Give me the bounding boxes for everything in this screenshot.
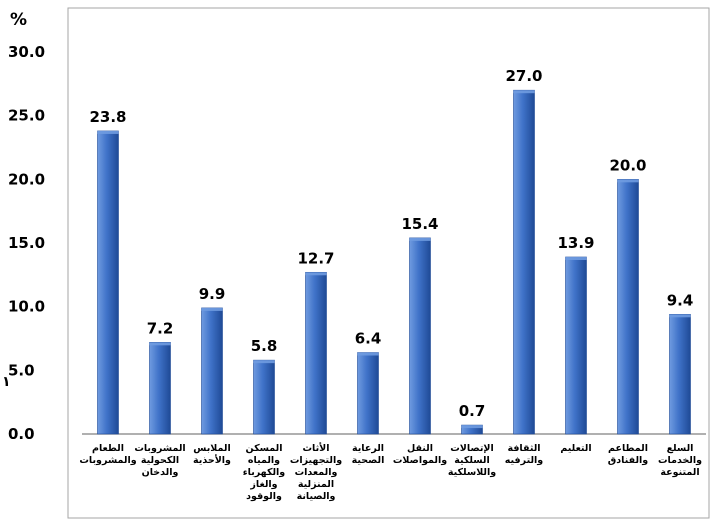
x-tick-label: الثقافة [507, 443, 540, 454]
x-tick-label: والوقود [246, 491, 282, 502]
data-label: 6.4 [355, 330, 382, 348]
bar-cap [149, 342, 171, 346]
x-tick-label: الرعاية [352, 443, 384, 454]
x-tick-label: الملابس [193, 443, 230, 454]
y-tick-label: 30.0 [8, 43, 45, 61]
bar-cap [357, 352, 379, 356]
data-label: 23.8 [89, 108, 126, 126]
x-tick-label: التعليم [560, 443, 591, 454]
x-tick-label: المشروبات [134, 443, 185, 454]
data-label: 12.7 [297, 249, 334, 267]
x-tick-label: والتجهيزات [290, 455, 342, 466]
y-tick-label: 0.0 [8, 425, 35, 443]
bar-cap [201, 307, 223, 311]
data-label: 27.0 [505, 67, 542, 85]
x-tick-label: المتنوعة [660, 467, 699, 478]
x-tick-label: المنزلية [298, 479, 334, 490]
data-label: 0.7 [459, 402, 486, 420]
x-tick-label: الأثاث [302, 442, 329, 454]
x-tick-label: الطعام [92, 443, 124, 454]
x-tick-label: الإتصالات [450, 443, 493, 454]
x-tick-label: النقل [407, 443, 433, 454]
bar [97, 130, 119, 435]
data-label: 9.4 [667, 291, 694, 309]
bar [409, 237, 431, 435]
data-label: 7.2 [147, 319, 174, 337]
data-label: 5.8 [251, 337, 278, 355]
x-tick-label: واللاسلكية [448, 467, 496, 478]
x-tick-label: السلع [667, 443, 694, 454]
y-tick-label: 20.0 [8, 170, 45, 188]
bar-cap [253, 360, 275, 364]
x-tick-label: والصيانة [297, 491, 336, 502]
y-tick-label: 10.0 [8, 298, 45, 316]
x-tick-label: المسكن [246, 443, 283, 454]
plot-frame [67, 7, 710, 519]
data-label: 9.9 [199, 285, 226, 303]
x-tick-label: السلكية [454, 455, 490, 466]
x-tick-label: الكحولية [141, 455, 179, 466]
bar [149, 342, 171, 435]
bar [565, 256, 587, 435]
bar [669, 314, 691, 435]
x-tick-label: والترفيه [505, 455, 543, 466]
x-tick-label: المطاعم [608, 443, 648, 454]
data-label: 15.4 [401, 215, 438, 233]
x-tick-label: والخدمات [658, 455, 702, 466]
y-unit-label: % [10, 10, 27, 30]
x-tick-label: والدخان [142, 467, 179, 478]
bar-cap [617, 179, 639, 183]
bar-cap [461, 425, 483, 429]
bar [305, 271, 327, 435]
y-tick-label: 5.0 [8, 361, 35, 379]
x-tick-label: والمشروبات [79, 455, 136, 466]
x-tick-label: والأحذية [193, 454, 231, 466]
x-tick-label: الصحية [352, 455, 385, 466]
bar [357, 352, 379, 435]
bar-cap [669, 314, 691, 318]
bar-cap [97, 130, 119, 134]
y-tick-label: 25.0 [8, 107, 45, 125]
bar [513, 89, 535, 435]
edge-mark: ١ [2, 374, 11, 390]
x-tick-label: والمواصلات [393, 455, 447, 466]
bar [201, 307, 223, 435]
data-label: 20.0 [609, 156, 646, 174]
y-tick-label: 15.0 [8, 234, 45, 252]
x-tick-label: والمعدات [295, 467, 338, 478]
bar [617, 179, 639, 435]
bar-cap [305, 272, 327, 276]
bar [253, 359, 275, 435]
x-tick-label: والكهرباء [243, 467, 286, 478]
bar-cap [565, 257, 587, 261]
data-label: 13.9 [557, 234, 594, 252]
x-tick-label: والغاز [249, 479, 277, 490]
bar-cap [513, 90, 535, 94]
x-tick-label: والمياه [248, 455, 280, 466]
bar-cap [409, 237, 431, 241]
x-tick-label: والفنادق [608, 455, 648, 466]
